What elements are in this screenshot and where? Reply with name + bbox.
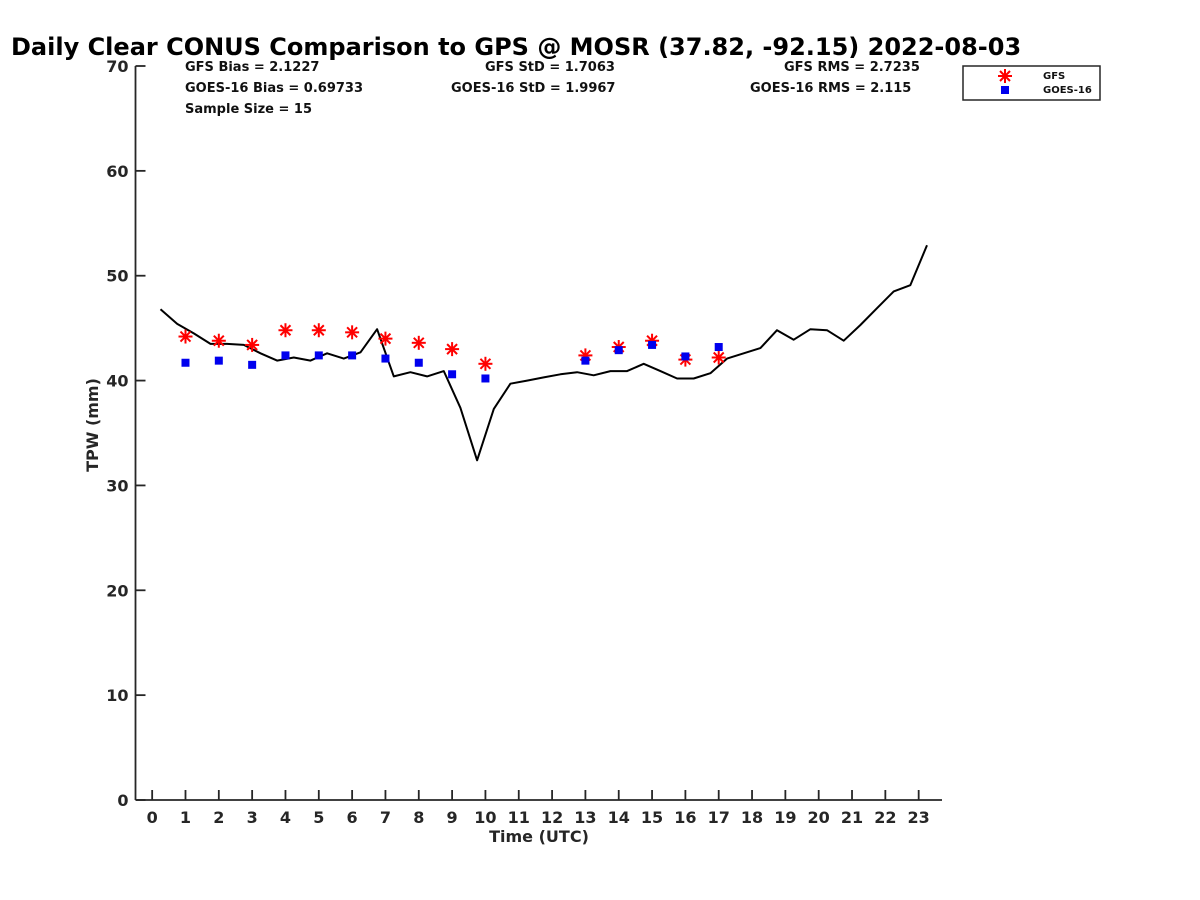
- x-tick-label: 8: [413, 808, 424, 827]
- x-tick-label: 6: [347, 808, 358, 827]
- series-layer: [159, 244, 928, 462]
- goes-16-point: [248, 360, 257, 369]
- goes-16-point: [381, 354, 390, 363]
- gfs-point: [178, 329, 193, 344]
- legend-gfs-marker: [998, 69, 1012, 83]
- goes-bias-text: GOES-16 Bias = 0.69733: [185, 81, 363, 96]
- goes-16-point: [681, 352, 690, 361]
- goes-16-point: [714, 343, 723, 352]
- gfs-point: [411, 335, 426, 350]
- x-tick-label: 13: [574, 808, 596, 827]
- goes-rms-text: GOES-16 RMS = 2.115: [750, 81, 911, 96]
- gfs-point: [245, 337, 260, 352]
- goes-16-point: [448, 370, 457, 379]
- legend-box: [962, 65, 1101, 101]
- goes-16-point: [414, 358, 423, 367]
- y-tick-label: 20: [106, 581, 128, 600]
- gfs-point: [311, 323, 326, 338]
- gfs-rms-text: GFS RMS = 2.7235: [784, 60, 920, 75]
- goes-16-point: [348, 351, 357, 360]
- x-tick-label: 18: [741, 808, 763, 827]
- goes-16-point: [481, 374, 490, 383]
- y-tick-label: 40: [106, 372, 128, 391]
- goes-16-point: [214, 356, 223, 365]
- x-tick-label: 2: [213, 808, 224, 827]
- x-tick-label: 11: [508, 808, 530, 827]
- gfs-point: [278, 323, 293, 338]
- gfs-bias-text: GFS Bias = 2.1227: [185, 60, 319, 75]
- x-tick-label: 3: [247, 808, 258, 827]
- goes-16-point: [581, 356, 590, 365]
- x-tick-label: 19: [774, 808, 796, 827]
- y-tick-label: 30: [106, 476, 128, 495]
- x-tick-label: 16: [674, 808, 696, 827]
- goes-16-point: [181, 358, 190, 367]
- x-tick-label: 0: [147, 808, 158, 827]
- x-tick-label: 12: [541, 808, 563, 827]
- gfs-point: [378, 331, 393, 346]
- x-tick-label: 17: [708, 808, 730, 827]
- x-tick-label: 21: [841, 808, 863, 827]
- legend: GFS GOES-16: [962, 65, 1101, 101]
- x-tick-label: 20: [808, 808, 830, 827]
- goes-16-point: [648, 340, 657, 349]
- goes-16-point: [314, 351, 323, 360]
- x-tick-label: 15: [641, 808, 663, 827]
- stats-block: GFS Bias = 2.1227 GOES-16 Bias = 0.69733…: [185, 60, 920, 117]
- x-tick-label: 1: [180, 808, 191, 827]
- gfs-point: [478, 356, 493, 371]
- y-tick-label: 0: [117, 791, 128, 810]
- gfs-std-text: GFS StD = 1.7063: [485, 60, 615, 75]
- sample-size-text: Sample Size = 15: [185, 102, 312, 117]
- y-tick-label: 60: [106, 162, 128, 181]
- series-line-gps: [159, 244, 928, 462]
- y-tick-label: 70: [106, 57, 128, 76]
- x-tick-label: 9: [447, 808, 458, 827]
- gfs-point: [445, 342, 460, 357]
- legend-gfs-label: GFS: [1043, 71, 1065, 82]
- x-tick-label: 4: [280, 808, 291, 827]
- y-tick-label: 50: [106, 267, 128, 286]
- x-tick-label: 10: [474, 808, 496, 827]
- x-tick-label: 22: [874, 808, 896, 827]
- x-tick-label: 5: [313, 808, 324, 827]
- goes-std-text: GOES-16 StD = 1.9967: [451, 81, 615, 96]
- gfs-point: [711, 350, 726, 365]
- gfs-point: [345, 325, 360, 340]
- x-tick-label: 14: [608, 808, 630, 827]
- goes-16-point: [281, 351, 290, 360]
- legend-goes-label: GOES-16: [1043, 85, 1092, 96]
- gfs-point: [211, 333, 226, 348]
- y-tick-label: 10: [106, 686, 128, 705]
- chart-title: Daily Clear CONUS Comparison to GPS @ MO…: [11, 33, 1021, 61]
- goes-16-point: [614, 346, 623, 355]
- x-axis-ticks: 0 1 2 3 4 5 6 7 8 9 10 11 12 13 14 15 16 17 18 19 20 21 22 23: [147, 790, 930, 827]
- y-axis-label: TPW (mm): [83, 378, 102, 472]
- y-axis-ticks: 0 10 20 30 40 50 60 70: [106, 57, 146, 810]
- x-tick-label: 23: [908, 808, 930, 827]
- legend-goes-marker: [1001, 86, 1009, 94]
- x-axis-label: Time (UTC): [489, 827, 589, 846]
- x-tick-label: 7: [380, 808, 391, 827]
